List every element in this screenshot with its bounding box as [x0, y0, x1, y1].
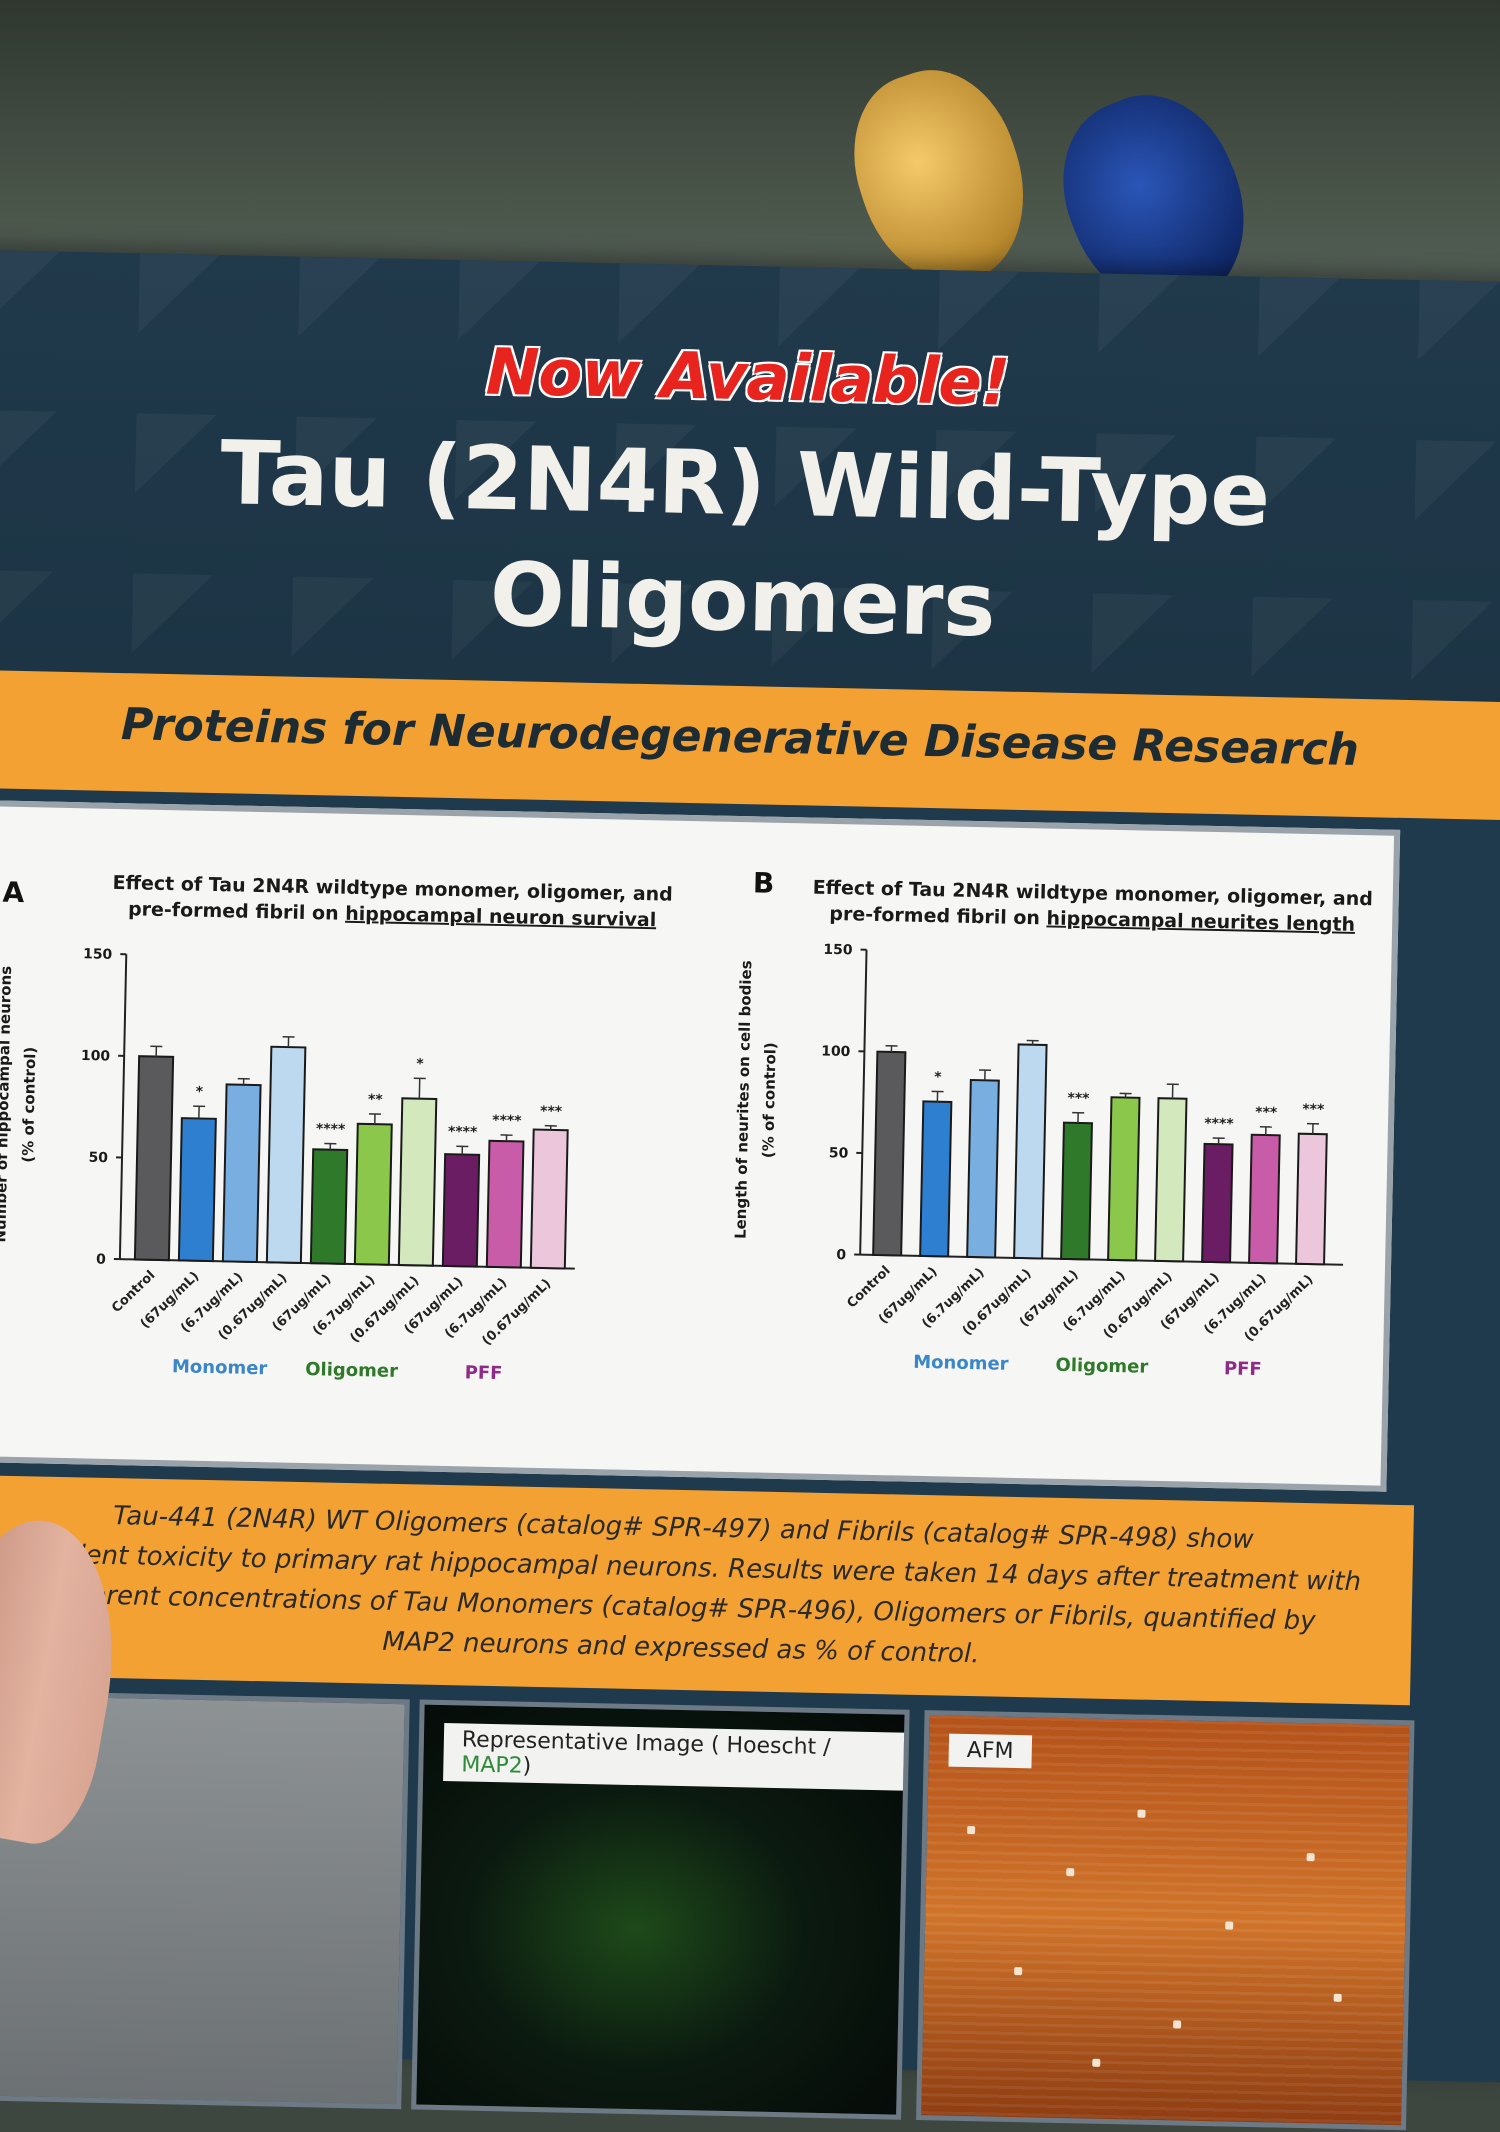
y-tick-label: 50: [88, 1150, 108, 1166]
afm-particle: [1092, 2059, 1100, 2067]
afm-particle: [1334, 1994, 1342, 2002]
group-label: Oligomer: [1055, 1355, 1148, 1378]
bar: [873, 1052, 905, 1256]
afm-particle: [1225, 1921, 1233, 1929]
bar: [1296, 1134, 1327, 1265]
significance-label: ***: [1302, 1102, 1325, 1118]
bar: [487, 1141, 524, 1268]
afm-particle: [1014, 1967, 1022, 1975]
x-tick-label: Control: [844, 1263, 893, 1311]
bar: [1061, 1123, 1092, 1260]
significance-label: *: [934, 1069, 942, 1085]
bar: [1202, 1144, 1232, 1262]
afm-particle: [1066, 1868, 1074, 1876]
group-label: Oligomer: [305, 1359, 398, 1382]
bar: [399, 1098, 436, 1265]
bar: [1014, 1044, 1046, 1258]
y-axis-label-line-1: Length of neurites on cell bodies: [731, 960, 755, 1239]
group-label: PFF: [464, 1362, 502, 1384]
bar: [443, 1154, 479, 1267]
flyer: Now Available! Tau (2N4R) Wild-Type Olig…: [0, 250, 1500, 2082]
significance-label: ***: [1255, 1105, 1278, 1121]
y-axis-line: [120, 954, 126, 1259]
y-axis-label-line-2: (% of control): [759, 1042, 779, 1158]
title-prefix: pre-formed fibril on: [829, 903, 1047, 930]
panel-letter: A: [2, 876, 25, 909]
bar: [311, 1149, 347, 1264]
significance-label: ****: [448, 1124, 478, 1141]
y-tick-label: 150: [823, 942, 853, 959]
panel-letter: B: [753, 866, 775, 899]
y-tick-label: 100: [81, 1048, 111, 1065]
bar: [1249, 1135, 1280, 1264]
y-axis-label-line-1: Number of hippocampal neurons: [0, 966, 15, 1243]
title-underlined: hippocampal neuron survival: [345, 903, 656, 932]
bar: [531, 1130, 568, 1269]
significance-label: *: [416, 1056, 424, 1072]
bar: [967, 1080, 999, 1257]
bar: [1155, 1098, 1186, 1261]
y-axis-line: [860, 950, 866, 1255]
bar: [920, 1101, 951, 1256]
representative-image-label: Representative Image ( Hoescht / MAP2): [443, 1723, 904, 1791]
hero-section: Now Available! Tau (2N4R) Wild-Type Olig…: [0, 250, 1500, 713]
y-tick-label: 0: [96, 1252, 106, 1268]
bar: [223, 1084, 261, 1262]
label-suffix: ): [522, 1754, 531, 1779]
significance-label: ****: [492, 1113, 522, 1130]
figure-caption-band: Tau-441 (2N4R) WT Oligomers (catalog# SP…: [0, 1475, 1414, 1706]
product-title: Tau (2N4R) Wild-Type Oligomers: [0, 410, 1500, 674]
afm-label: AFM: [948, 1734, 1031, 1769]
group-label: PFF: [1224, 1358, 1262, 1380]
afm-particle: [1307, 1853, 1315, 1861]
group-label: Monomer: [172, 1356, 268, 1379]
afm-particle: [1173, 2020, 1181, 2028]
group-label: Monomer: [913, 1352, 1009, 1375]
significance-label: *: [196, 1084, 204, 1100]
image-panels: Representative Image ( Hoescht / MAP2) A…: [0, 1690, 1500, 2123]
title-prefix: pre-formed fibril on: [128, 898, 346, 925]
y-tick-label: 150: [83, 946, 113, 963]
y-tick-label: 50: [829, 1145, 849, 1161]
significance-label: ****: [1204, 1116, 1234, 1133]
significance-label: ***: [1067, 1091, 1090, 1107]
subtitle: Proteins for Neurodegenerative Disease R…: [0, 696, 1500, 779]
figure-caption: Tau-441 (2N4R) WT Oligomers (catalog# SP…: [0, 1493, 1384, 1682]
bar: [179, 1118, 216, 1261]
afm-particle: [967, 1826, 975, 1834]
title-underlined: hippocampal neurites length: [1046, 907, 1355, 935]
y-tick-label: 100: [821, 1043, 851, 1060]
bar: [267, 1047, 306, 1263]
afm-image-panel: AFM: [916, 1710, 1414, 2130]
bar: [135, 1056, 173, 1260]
significance-label: ***: [540, 1104, 563, 1120]
afm-particle: [1137, 1810, 1145, 1818]
bar: [355, 1124, 392, 1265]
representative-image-panel: Representative Image ( Hoescht / MAP2): [411, 1700, 909, 2120]
significance-label: ****: [316, 1121, 346, 1138]
y-tick-label: 0: [836, 1247, 846, 1263]
bar: [1108, 1097, 1139, 1260]
y-axis-label-line-2: (% of control): [19, 1047, 39, 1163]
significance-label: **: [368, 1092, 384, 1108]
label-map2: MAP2: [461, 1752, 523, 1778]
